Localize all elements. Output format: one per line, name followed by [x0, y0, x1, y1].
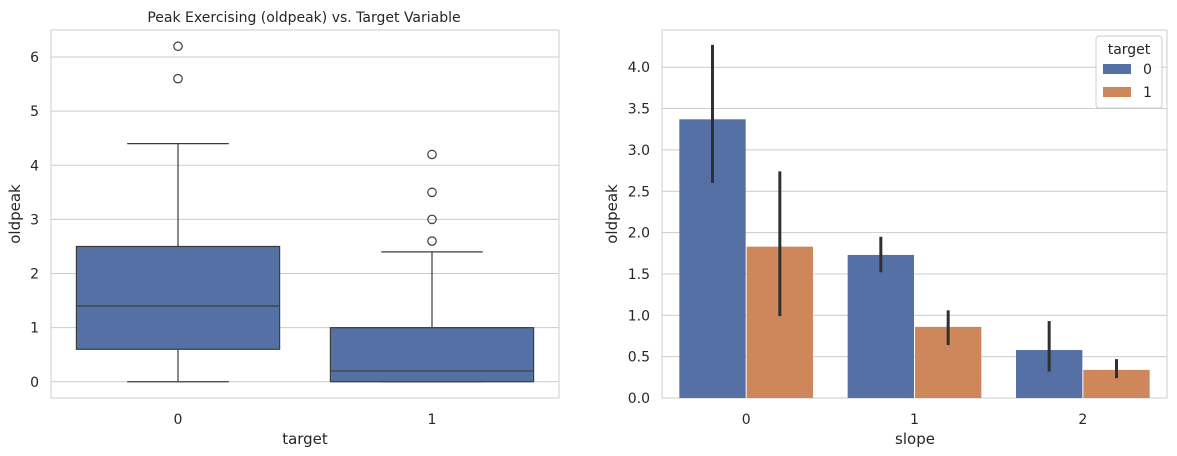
outlier-point — [173, 41, 183, 52]
boxplot-title: Peak Exercising (oldpeak) vs. Target Var… — [147, 10, 460, 26]
boxplot-y-tick-label: 5 — [30, 104, 39, 120]
barplot-y-tick-label: 3.0 — [628, 143, 650, 159]
barplot-y-tick-label: 1.5 — [628, 267, 650, 283]
boxplot-x-label: target — [282, 430, 328, 448]
barplot-y-tick-label: 3.5 — [628, 102, 650, 118]
legend-label-1: 1 — [1143, 85, 1152, 101]
barplot-gridlines — [662, 66, 1167, 399]
boxplot-y-ticks: 0 1 2 3 4 5 6 — [30, 50, 39, 391]
iqr-box — [75, 245, 281, 350]
barplot-x-label: slope — [895, 430, 935, 448]
legend-title: target — [1108, 42, 1151, 58]
box-0 — [75, 41, 281, 383]
outlier-point — [427, 149, 437, 160]
barplot-y-tick-label: 0.5 — [628, 350, 650, 366]
boxplot-x-tick-label: 0 — [174, 412, 183, 428]
boxplot-y-tick-label: 1 — [30, 321, 39, 337]
boxplot-y-tick-label: 3 — [30, 212, 39, 228]
legend-swatch-1 — [1103, 87, 1131, 97]
boxplot-y-label: oldpeak — [6, 184, 24, 244]
barplot-y-tick-label: 2.5 — [628, 184, 650, 200]
barplot-x-tick-label: 1 — [910, 412, 919, 428]
bar-target-0-slope-1 — [847, 254, 914, 398]
boxplot-frame — [50, 29, 560, 399]
outlier-point — [173, 73, 183, 84]
barplot-y-tick-label: 4.0 — [628, 60, 650, 76]
boxplot-y-tick-label: 4 — [30, 158, 39, 174]
iqr-box — [329, 327, 535, 383]
barplot-y-ticks: 0.0 0.5 1.0 1.5 2.0 2.5 3.0 3.5 4.0 — [628, 60, 650, 407]
legend-swatch-0 — [1103, 64, 1131, 74]
boxplot-x-tick-label: 1 — [428, 412, 437, 428]
barplot-y-tick-label: 1.0 — [628, 308, 650, 324]
barplot-panel: 0.0 0.5 1.0 1.5 2.0 2.5 3.0 3.5 4.0 0 1 2 slope ol… — [603, 29, 1168, 448]
barplot-x-tick-label: 0 — [742, 412, 751, 428]
barplot-frame — [661, 29, 1168, 399]
barplot-x-ticks: 0 1 2 — [742, 412, 1088, 428]
boxplot-y-tick-label: 0 — [30, 375, 39, 391]
barplot-y-tick-label: 2.0 — [628, 226, 650, 242]
boxplot-boxes — [75, 41, 535, 383]
legend: target 0 1 — [1095, 35, 1163, 109]
barplot-y-label: oldpeak — [603, 184, 621, 244]
boxplot-y-tick-label: 2 — [30, 267, 39, 283]
boxplot-panel: Peak Exercising (oldpeak) vs. Target Var… — [6, 10, 560, 448]
barplot-y-tick-label: 0.0 — [628, 391, 650, 407]
box-1 — [329, 149, 535, 383]
legend-label-0: 0 — [1143, 62, 1152, 78]
barplot-bars — [679, 44, 1150, 398]
outlier-point — [427, 236, 437, 246]
barplot-x-tick-label: 2 — [1078, 412, 1087, 428]
boxplot-y-tick-label: 6 — [30, 50, 39, 66]
outlier-point — [427, 214, 437, 225]
outlier-point — [427, 187, 437, 198]
